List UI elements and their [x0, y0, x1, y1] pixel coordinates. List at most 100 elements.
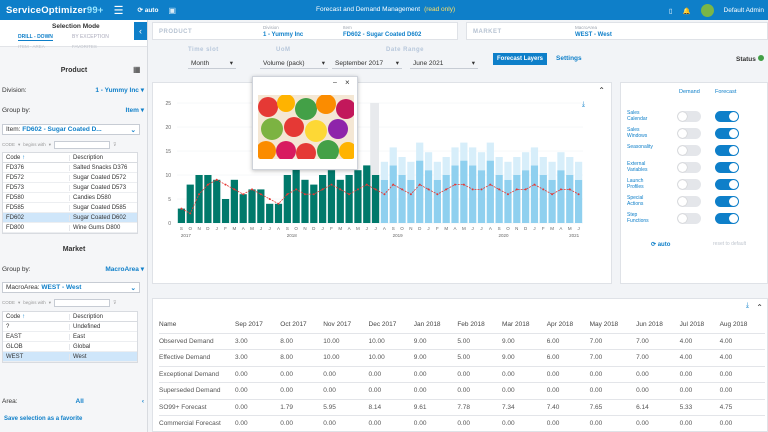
- table-row[interactable]: Exceptional Demand 0.00 0.00 0.00 0.00 0.00 0.…: [159, 366, 765, 383]
- forecast-range-bar: [557, 152, 565, 171]
- layer-forecast-toggle[interactable]: [715, 145, 739, 156]
- layer-forecast-toggle[interactable]: [715, 111, 739, 122]
- date-range-label: Date Range: [386, 47, 425, 53]
- x-tick-label: M: [232, 226, 236, 231]
- list-item[interactable]: EAST East: [3, 332, 137, 342]
- list-item[interactable]: FD585 Sugar Coated D585: [3, 203, 137, 213]
- tab-item-area[interactable]: ITEM - AREA: [18, 44, 45, 49]
- layer-demand-toggle[interactable]: [677, 179, 701, 190]
- layer-forecast-toggle[interactable]: [715, 196, 739, 207]
- chevron-up-icon[interactable]: ⌃: [598, 86, 605, 95]
- product-filter-input[interactable]: [54, 140, 111, 149]
- x-tick-label: M: [444, 226, 448, 231]
- item-select[interactable]: Item: FD602 - Sugar Coated D... ⌄: [2, 124, 140, 135]
- layer-demand-toggle[interactable]: [677, 162, 701, 173]
- effective-demand-bar: [433, 179, 441, 223]
- list-item[interactable]: FD580 Candies D580: [3, 193, 137, 203]
- tab-drill-down[interactable]: DRILL - DOWN: [18, 34, 53, 41]
- tab-by-exception[interactable]: BY EXCEPTION: [72, 34, 109, 40]
- table-row[interactable]: SO99+ Forecast 0.00 1.79 5.95 8.14 9.61 7.78 7.…: [159, 399, 765, 416]
- reset-default-link[interactable]: reset to default: [713, 241, 747, 247]
- list-item[interactable]: WEST West: [3, 352, 137, 362]
- collapse-sidebar-button[interactable]: ‹: [134, 22, 147, 40]
- layer-forecast-toggle[interactable]: [715, 179, 739, 190]
- product-list[interactable]: Code ↑ Description FD376 Salted Snacks D37…: [2, 152, 138, 234]
- image-icon[interactable]: ▦: [133, 65, 141, 74]
- table-cell: 0.00: [235, 415, 281, 431]
- filter-icon: ⊽: [113, 141, 117, 147]
- list-item[interactable]: FD602 Sugar Coated D602: [3, 213, 137, 223]
- layer-forecast-toggle[interactable]: [715, 162, 739, 173]
- download-icon[interactable]: ⤓: [581, 101, 585, 108]
- x-tick-label: A: [454, 226, 457, 231]
- forecast-point: [427, 188, 430, 191]
- effective-demand-bar: [266, 203, 274, 223]
- forecast-point: [559, 188, 562, 191]
- layer-demand-toggle[interactable]: [677, 145, 701, 156]
- market-list[interactable]: Code ↑ Description ? Undefined EAST East GL…: [2, 311, 138, 363]
- product-groupby-row[interactable]: Group by: Item ▾: [2, 106, 144, 115]
- product-filter[interactable]: CODE ▾ begins with ▾ ⊽: [2, 140, 117, 149]
- time-slot-select[interactable]: Month ▾: [188, 58, 236, 69]
- product-image-popup[interactable]: – ×: [252, 76, 358, 170]
- close-icon[interactable]: ×: [345, 78, 350, 87]
- forecast-point: [418, 183, 421, 186]
- table-row[interactable]: Observed Demand 3.00 8.00 10.00 10.00 9.00 5.0…: [159, 333, 765, 350]
- layer-forecast-toggle[interactable]: [715, 128, 739, 139]
- market-filter[interactable]: CODE ▾ begins with ▾ ⊽: [2, 298, 117, 307]
- forecast-point: [462, 183, 465, 186]
- auto-refresh-button[interactable]: ⟳ auto: [137, 7, 159, 14]
- area-row[interactable]: Area: All ‹: [2, 398, 144, 405]
- division-row[interactable]: Division: 1 - Yummy Inc ▾: [2, 86, 144, 95]
- list-item[interactable]: FD800 Wine Gums D800: [3, 223, 137, 233]
- list-item[interactable]: FD573 Sugar Coated D573: [3, 183, 137, 193]
- x-tick-label: F: [436, 226, 439, 231]
- table-row[interactable]: Superseded Demand 0.00 0.00 0.00 0.00 0.00 0.0…: [159, 382, 765, 400]
- uom-select[interactable]: Volume (pack) ▾: [260, 58, 328, 69]
- forecast-layers-button[interactable]: Forecast Layers: [493, 53, 547, 65]
- tab-favorites[interactable]: FAVORITES: [72, 44, 97, 49]
- minimize-icon[interactable]: –: [333, 79, 337, 86]
- macroarea-select[interactable]: MacroArea: WEST - West ⌄: [2, 282, 140, 293]
- chevron-up-icon[interactable]: ⌃: [756, 303, 763, 312]
- bell-icon[interactable]: 🔔: [682, 7, 691, 15]
- forecast-line: [181, 179, 579, 214]
- layer-demand-toggle[interactable]: [677, 111, 701, 122]
- layer-demand-toggle[interactable]: [677, 128, 701, 139]
- column-header: Nov 2017: [323, 317, 369, 334]
- layer-forecast-toggle[interactable]: [715, 213, 739, 224]
- table-cell: 5.95: [323, 399, 369, 416]
- list-item[interactable]: FD376 Salted Snacks D376: [3, 163, 137, 173]
- year-label: 2019: [393, 233, 404, 238]
- table-cell: 7.34: [502, 399, 547, 416]
- screen-icon[interactable]: ▣: [168, 5, 176, 15]
- x-tick-label: M: [338, 226, 342, 231]
- list-item[interactable]: GLOB Global: [3, 342, 137, 352]
- x-tick-label: J: [366, 226, 368, 231]
- menu-icon[interactable]: ☰: [113, 4, 124, 17]
- layer-demand-toggle[interactable]: [677, 213, 701, 224]
- user-name[interactable]: Default Admin: [723, 7, 764, 14]
- save-favorite-link[interactable]: Save selection as a favorite: [4, 416, 83, 422]
- list-item[interactable]: ? Undefined: [3, 322, 137, 332]
- list-item[interactable]: FD572 Sugar Coated D572: [3, 173, 137, 183]
- layer-demand-toggle[interactable]: [677, 196, 701, 207]
- effective-demand-bar: [186, 184, 194, 223]
- date-to-select[interactable]: June 2021 ▾: [410, 58, 478, 69]
- settings-link[interactable]: Settings: [556, 55, 582, 62]
- forecast-point: [471, 188, 474, 191]
- forecast-range-bar: [513, 157, 521, 175]
- layers-auto-button[interactable]: ⟳ auto: [651, 242, 671, 248]
- chevron-down-icon: ⌄: [130, 126, 136, 134]
- market-filter-input[interactable]: [54, 298, 111, 307]
- table-cell: 0.00: [719, 382, 765, 400]
- avatar[interactable]: [700, 4, 714, 17]
- panel-icon[interactable]: ▯: [668, 7, 673, 15]
- table-cell: 0.00: [636, 382, 680, 400]
- table-row[interactable]: Effective Demand 3.00 8.00 10.00 10.00 9.00 5.…: [159, 349, 765, 367]
- date-from-select[interactable]: September 2017 ▾: [332, 58, 402, 69]
- market-groupby-row[interactable]: Group by: MacroArea ▾: [2, 265, 144, 274]
- table-row[interactable]: Commercial Forecast 0.00 0.00 0.00 0.00 0.00 0…: [159, 415, 765, 431]
- download-icon[interactable]: ⤓: [745, 302, 749, 309]
